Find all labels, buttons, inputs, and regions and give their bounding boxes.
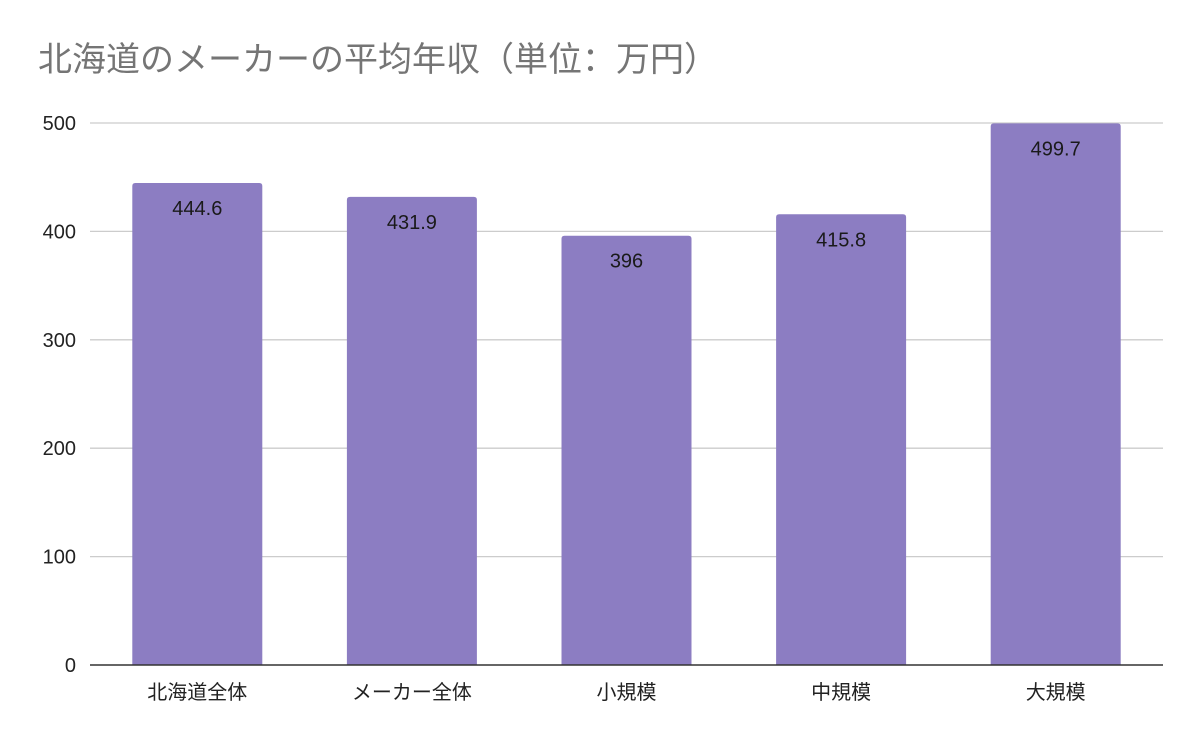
- chart-title: 北海道のメーカーの平均年収（単位：万円）: [38, 40, 718, 80]
- y-tick-label: 0: [65, 655, 76, 677]
- x-tick-label: 大規模: [1026, 680, 1086, 704]
- data-label: 415.8: [816, 229, 866, 251]
- y-tick-label: 200: [43, 438, 76, 460]
- data-label: 431.9: [387, 212, 437, 234]
- y-tick-label: 500: [43, 113, 76, 135]
- x-tick-label: 中規模: [811, 680, 871, 704]
- bar: [561, 235, 692, 665]
- data-label: 396: [610, 251, 643, 273]
- bar: [990, 123, 1121, 666]
- data-label: 499.7: [1031, 138, 1081, 160]
- y-tick-label: 400: [43, 221, 76, 243]
- x-tick-label: メーカー全体: [352, 680, 472, 704]
- bar: [776, 214, 907, 665]
- bar: [132, 183, 263, 666]
- y-tick-label: 300: [43, 330, 76, 352]
- x-tick-label: 小規模: [597, 680, 657, 704]
- data-label: 444.6: [172, 198, 222, 220]
- x-tick-label: 北海道全体: [147, 680, 247, 704]
- bar: [346, 196, 477, 665]
- y-tick-label: 100: [43, 547, 76, 569]
